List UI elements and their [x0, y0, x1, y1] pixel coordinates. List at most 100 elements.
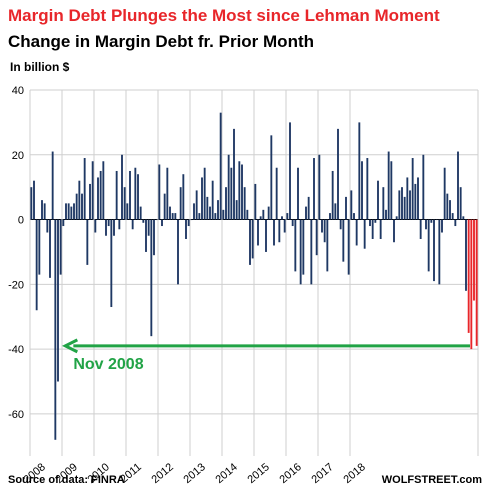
bar — [91, 161, 94, 220]
bar — [59, 219, 62, 275]
bar — [401, 187, 403, 220]
bar — [153, 219, 155, 256]
bar — [233, 128, 235, 220]
bar — [107, 219, 110, 227]
bar — [475, 219, 478, 346]
bar — [43, 203, 46, 220]
annotation-label: Nov 2008 — [73, 356, 143, 373]
bar — [206, 196, 209, 220]
bar — [406, 177, 409, 220]
bar — [390, 161, 393, 220]
bar — [374, 219, 377, 223]
bar — [209, 206, 211, 220]
bar — [86, 219, 89, 265]
bar — [203, 167, 206, 220]
bar — [187, 219, 190, 227]
chart-title: Margin Debt Plunges the Most since Lehma… — [8, 6, 440, 25]
bar — [265, 219, 267, 252]
bar — [179, 187, 182, 220]
bar — [377, 180, 379, 220]
bar — [123, 187, 126, 220]
bar — [454, 219, 457, 227]
x-tick-label: 2014 — [213, 461, 239, 486]
bar — [41, 200, 43, 220]
bar — [126, 203, 129, 220]
bar — [57, 219, 59, 382]
bar — [214, 213, 217, 220]
bar — [417, 177, 419, 220]
y-tick-label: -20 — [8, 279, 24, 291]
bar — [243, 187, 246, 220]
bar — [139, 206, 142, 220]
y-tick-label: 0 — [18, 215, 24, 227]
bar — [195, 190, 198, 220]
bar — [273, 219, 275, 246]
bar — [118, 219, 121, 230]
bar — [158, 164, 161, 220]
bar — [473, 219, 475, 301]
bar — [331, 170, 334, 220]
bar — [315, 219, 318, 256]
bar — [446, 193, 449, 220]
bar — [251, 219, 254, 259]
bar — [35, 219, 38, 311]
bar — [62, 219, 65, 227]
grid-lines — [29, 89, 479, 456]
bar — [286, 213, 289, 220]
bar — [435, 219, 438, 221]
bar — [147, 219, 150, 236]
bar — [291, 219, 294, 227]
bar — [339, 219, 342, 230]
bar — [470, 219, 473, 350]
bar — [310, 219, 313, 285]
bar — [171, 213, 174, 220]
bar — [270, 135, 273, 220]
bar — [347, 219, 350, 275]
bar — [163, 193, 166, 220]
bar — [259, 216, 262, 220]
bar — [422, 154, 425, 220]
bar — [110, 219, 113, 308]
y-tick-label: 40 — [12, 85, 24, 97]
y-tick-label: 20 — [12, 150, 24, 162]
bar — [94, 219, 97, 233]
bar — [105, 219, 107, 236]
bar — [363, 219, 366, 249]
bar — [142, 219, 145, 223]
brand-label: WOLFSTREET.com — [381, 474, 482, 486]
bar — [235, 200, 238, 220]
bar — [294, 219, 297, 272]
bar — [443, 167, 446, 220]
bar — [222, 209, 225, 220]
bar — [449, 200, 451, 220]
bar — [230, 167, 233, 220]
bar — [297, 167, 299, 220]
bar — [441, 219, 443, 233]
bar — [313, 158, 315, 220]
bar — [414, 183, 417, 220]
bar — [150, 219, 153, 337]
bar — [83, 158, 86, 220]
bar — [174, 213, 177, 220]
bar — [177, 219, 179, 285]
bar — [225, 187, 227, 220]
bar — [283, 219, 286, 233]
bar — [465, 219, 467, 291]
x-tick-label: 2015 — [245, 461, 271, 486]
bar — [219, 112, 222, 220]
bar — [254, 183, 257, 220]
bar — [65, 203, 67, 220]
bar — [371, 219, 374, 239]
bar — [281, 216, 283, 220]
bar — [385, 209, 387, 220]
bar — [457, 151, 459, 220]
bar — [275, 167, 278, 220]
x-tick-label: 2016 — [277, 461, 303, 486]
bar — [326, 219, 329, 272]
bar — [134, 167, 137, 220]
bar — [361, 161, 363, 220]
bar — [113, 219, 115, 236]
bar — [305, 206, 307, 220]
bar — [307, 196, 310, 220]
